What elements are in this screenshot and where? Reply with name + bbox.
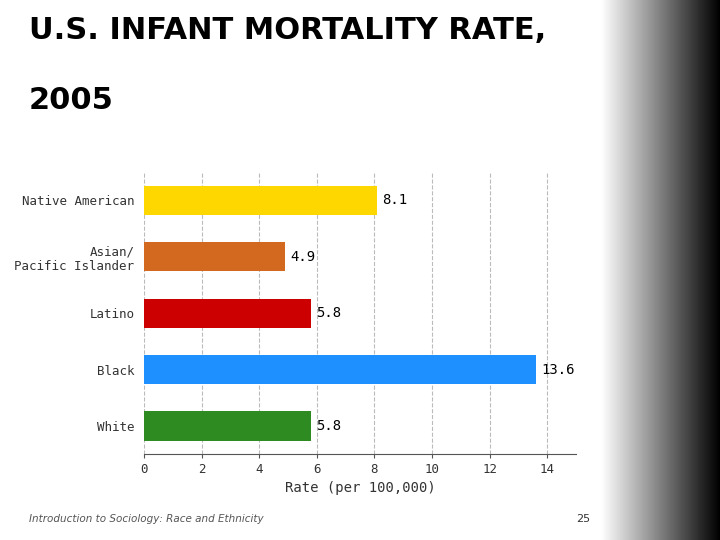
Text: 8.1: 8.1	[382, 193, 408, 207]
X-axis label: Rate (per 100,000): Rate (per 100,000)	[284, 481, 436, 495]
Text: 13.6: 13.6	[541, 363, 575, 377]
Bar	[144, 355, 536, 384]
Bar	[144, 411, 311, 441]
Text: 25: 25	[576, 514, 590, 524]
Bar	[144, 186, 377, 215]
Text: 2005: 2005	[29, 86, 114, 116]
Text: 5.8: 5.8	[316, 306, 341, 320]
Text: U.S. INFANT MORTALITY RATE,: U.S. INFANT MORTALITY RATE,	[29, 16, 546, 45]
Text: 5.8: 5.8	[316, 419, 341, 433]
Text: Introduction to Sociology: Race and Ethnicity: Introduction to Sociology: Race and Ethn…	[29, 514, 264, 524]
Text: 4.9: 4.9	[290, 249, 315, 264]
Bar	[144, 242, 285, 272]
Bar	[144, 299, 311, 328]
